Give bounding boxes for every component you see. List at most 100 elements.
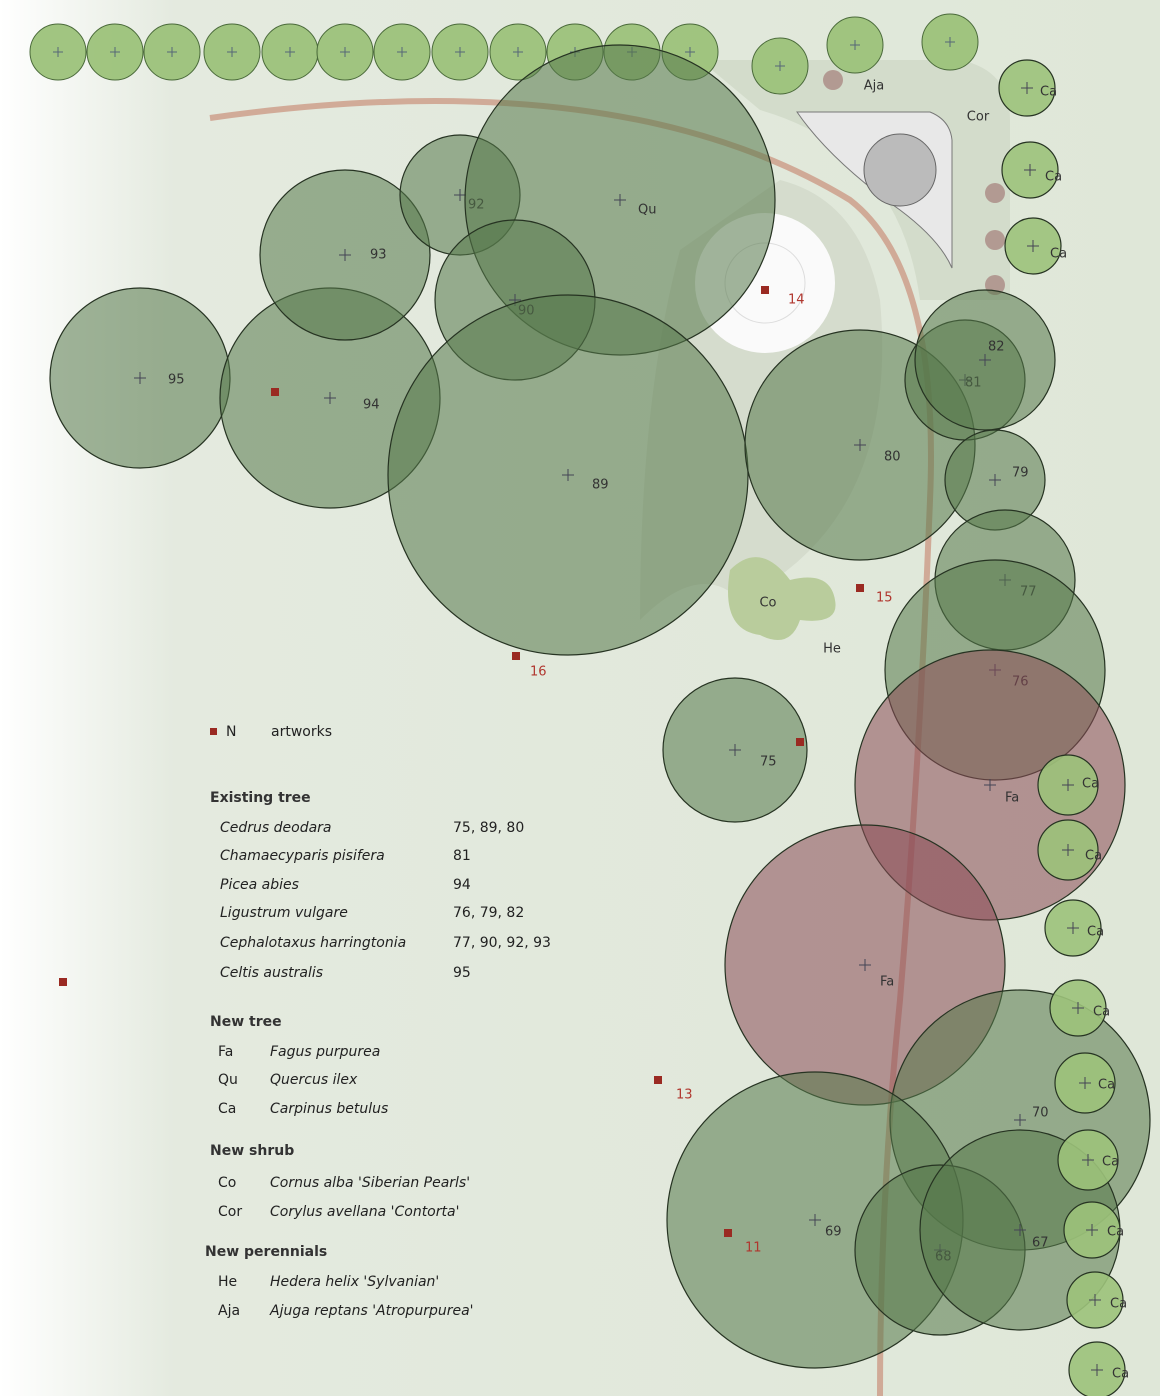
tree-center [1027,240,1039,252]
tree-center [1062,779,1074,791]
tree-label: 69 [825,1225,842,1240]
tree-center [1014,1224,1026,1236]
legend-heading: New perennials [205,1244,327,1260]
area-label: Cor [967,110,990,125]
tree-center [1079,1077,1091,1089]
artwork-marker [761,286,769,294]
code: Aja [218,1303,240,1319]
tree-center [285,47,295,57]
tree-label: 70 [1032,1106,1049,1121]
species: Picea abies [220,877,299,893]
shrub [728,557,836,640]
species: Cedrus deodara [220,820,332,836]
tree-label: Ca [1087,925,1104,940]
tree-label: Ca [1098,1078,1115,1093]
area-label: Aja [864,79,884,94]
tree-center [455,47,465,57]
tree-center [984,779,996,791]
tree-label: 67 [1032,1236,1049,1251]
tree-center [562,469,574,481]
tree-center [729,744,741,756]
code: Cor [218,1204,242,1220]
species: Ligustrum vulgare [220,905,348,921]
tree-center [167,47,177,57]
tree-label: Ca [1112,1367,1129,1382]
tree-center [324,392,336,404]
artwork-marker [512,652,520,660]
tree-center [1067,922,1079,934]
code: Ca [218,1101,236,1117]
artwork-marker [654,1076,662,1084]
artwork-marker [59,978,67,986]
tree-label: Ca [1102,1155,1119,1170]
species: Fagus purpurea [270,1044,380,1060]
tree-numbers: 81 [453,848,471,864]
fountain [863,133,937,207]
tree-center [339,249,351,261]
tree-numbers: 95 [453,965,471,981]
species: Cephalotaxus harringtonia [220,935,406,951]
tree-center [850,40,860,50]
tree-center [1014,1114,1026,1126]
tree-label: 75 [760,755,777,770]
tree-label: Ca [1093,1005,1110,1020]
tree-center [110,47,120,57]
artwork-label: 11 [745,1241,762,1256]
tree-numbers: 76, 79, 82 [453,905,524,921]
tree-center [1072,1002,1084,1014]
tree-center [340,47,350,57]
legend-heading: New tree [210,1014,282,1030]
tree-label: 82 [988,340,1005,355]
legend-heading: New shrub [210,1143,294,1159]
tree-center [1089,1294,1101,1306]
species: Cornus alba 'Siberian Pearls' [270,1175,470,1191]
tree-label: 95 [168,373,185,388]
area-label: He [823,642,841,657]
tree-label: Ca [1045,170,1062,185]
species: Hedera helix 'Sylvanian' [270,1274,439,1290]
tree-center [1062,844,1074,856]
legend-text: artworks [271,724,332,740]
species: Carpinus betulus [270,1101,388,1117]
tree-center [859,959,871,971]
tree-numbers: 94 [453,877,471,893]
perennial-dots [823,70,1005,295]
tree-label: 80 [884,450,901,465]
tree-center [397,47,407,57]
tree-label: Qu [638,203,656,218]
tree-label: 79 [1012,466,1029,481]
artwork-label: 16 [530,665,547,680]
legend-heading: Existing tree [210,790,311,806]
tree-label: 89 [592,478,609,493]
tree-numbers: 77, 90, 92, 93 [453,935,551,951]
species: Quercus ilex [270,1072,358,1088]
artwork-marker [271,388,279,396]
tree-center [685,47,695,57]
tree-label: Ca [1082,777,1099,792]
tree-label: 94 [363,398,380,413]
artwork-label: 13 [676,1088,693,1103]
tree-label: Ca [1107,1225,1124,1240]
tree-label: Ca [1110,1297,1127,1312]
tree-numbers: 75, 89, 80 [453,820,524,836]
artwork-marker [856,584,864,592]
code: Co [218,1175,236,1191]
tree-center [989,474,1001,486]
code: He [218,1274,237,1290]
species: Corylus avellana 'Contorta' [270,1204,459,1220]
tree-center [979,354,991,366]
artwork-marker [796,738,804,746]
area-label: Co [759,596,776,611]
artwork-symbol [210,728,217,735]
tree-center [775,61,785,71]
tree-center [454,189,466,201]
tree-center [227,47,237,57]
tree-label: Ca [1085,849,1102,864]
tree-center [809,1214,821,1226]
species: Celtis australis [220,965,323,981]
tree-label: Fa [880,975,894,990]
tree-label: Ca [1040,85,1057,100]
tree-label: Fa [1005,791,1019,806]
artwork-marker [724,1229,732,1237]
